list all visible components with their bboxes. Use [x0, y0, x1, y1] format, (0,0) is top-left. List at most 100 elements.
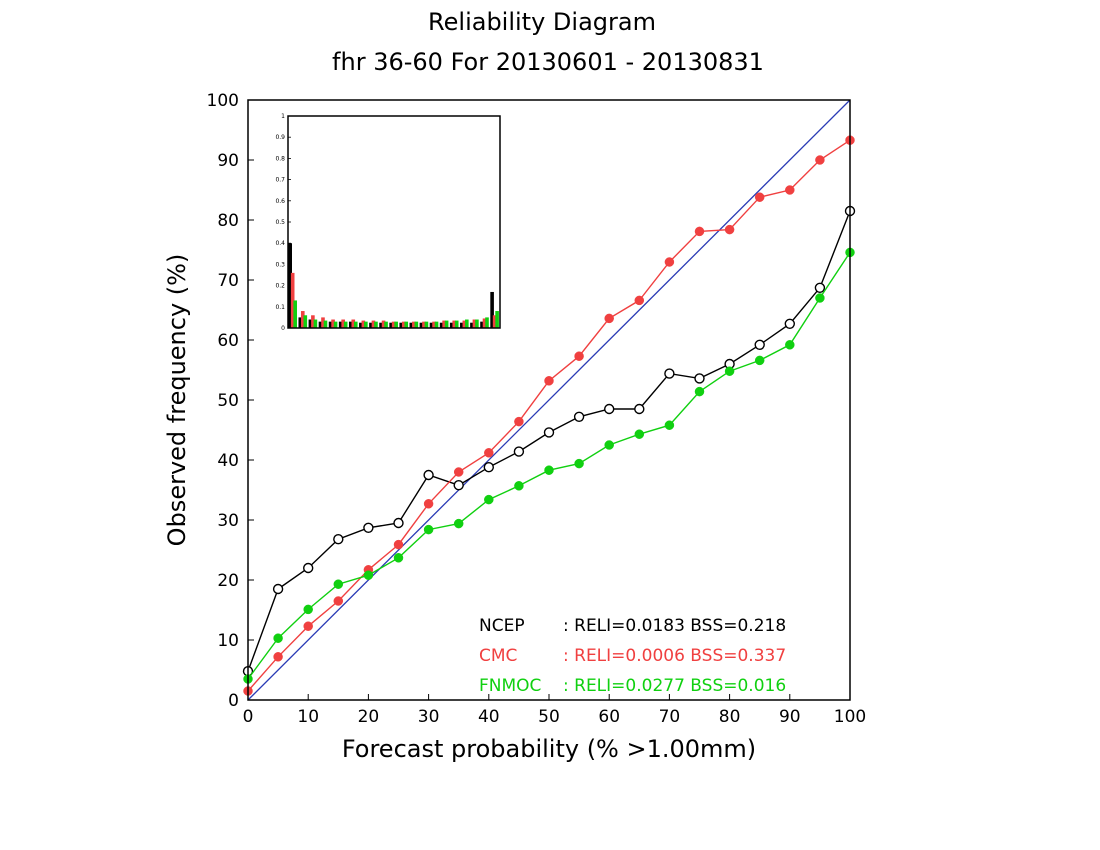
data-point-cmc	[634, 295, 645, 306]
y-axis-label: Observed frequency (%)	[163, 254, 191, 547]
inset-bar-cmc	[321, 317, 325, 328]
data-point-ncep	[453, 480, 464, 491]
inset-bar-ncep	[480, 321, 484, 328]
inset-y-tick-label: 0.1	[275, 304, 285, 311]
inset-bar-fnmoc	[323, 320, 328, 328]
inset-bar-ncep	[308, 319, 313, 328]
x-tick-label: 10	[297, 707, 319, 727]
data-point-fnmoc	[423, 524, 434, 535]
inset-bar-cmc	[300, 311, 305, 328]
inset-bar-ncep	[460, 322, 464, 328]
inset-y-tick-label: 0.6	[275, 198, 285, 205]
inset-bar-cmc	[432, 321, 436, 328]
series-ncep	[242, 205, 856, 677]
chart-subtitle: fhr 36-60 For 20130601 - 20130831	[332, 48, 764, 76]
data-point-ncep	[393, 517, 404, 529]
inset-bar-cmc	[371, 320, 376, 328]
inset-y-tick-label: 0.9	[275, 134, 285, 141]
x-tick-label: 0	[243, 707, 254, 727]
y-tick-label: 20	[217, 571, 239, 591]
data-point-cmc	[514, 416, 524, 427]
x-tick-label: 90	[779, 707, 801, 727]
data-point-ncep	[814, 282, 826, 293]
inset-bar-ncep	[328, 321, 333, 328]
inset-bar-cmc	[442, 320, 446, 328]
inset-bar-ncep	[389, 322, 393, 328]
inset-bar-ncep	[359, 322, 363, 328]
data-point-cmc	[724, 224, 735, 235]
y-tick-label: 10	[217, 631, 239, 651]
data-point-cmc	[273, 652, 283, 662]
inset-bar-fnmoc	[343, 321, 348, 328]
inset-bar-fnmoc	[485, 317, 489, 328]
inset-y-tick-label: 0	[281, 325, 285, 332]
data-point-cmc	[754, 192, 765, 202]
data-point-fnmoc	[724, 366, 735, 376]
inset-bar-ncep	[449, 322, 454, 328]
inset-bar-ncep	[419, 322, 424, 328]
inset-bar-fnmoc	[404, 321, 409, 328]
data-point-ncep	[694, 373, 705, 384]
y-tick-label: 40	[217, 451, 239, 471]
inset-bar-cmc	[452, 320, 457, 328]
data-point-fnmoc	[785, 340, 795, 350]
inset-bar-cmc	[401, 321, 406, 328]
data-point-cmc	[303, 621, 313, 631]
inset-bar-cmc	[351, 319, 356, 328]
stat-label-cmc: CMC	[479, 646, 517, 666]
inset-bar-cmc	[391, 321, 396, 328]
inset-bar-cmc	[311, 315, 315, 328]
inset-frame	[287, 115, 501, 329]
inset-y-tick-label: 0.3	[275, 261, 285, 268]
inset-bar-cmc	[331, 319, 335, 328]
inset-bar-fnmoc	[374, 321, 378, 328]
data-point-ncep	[573, 411, 585, 422]
x-tick-label: 70	[659, 707, 681, 727]
inset-bar-fnmoc	[434, 321, 439, 328]
data-point-cmc	[785, 185, 795, 195]
y-tick-label: 80	[217, 211, 239, 231]
data-point-cmc	[423, 499, 434, 509]
inset-bar-fnmoc	[313, 319, 318, 328]
data-point-fnmoc	[484, 494, 494, 505]
data-point-fnmoc	[754, 355, 765, 366]
inset-y-tick-label: 0.8	[275, 155, 285, 162]
inset-bar-ncep	[348, 321, 353, 328]
y-tick-label: 50	[217, 391, 239, 411]
inset-bar-cmc	[492, 315, 497, 328]
data-point-fnmoc	[514, 481, 524, 491]
data-point-cmc	[484, 448, 494, 458]
data-point-fnmoc	[333, 579, 344, 589]
inset-y-tick-label: 0.7	[275, 177, 285, 184]
data-point-fnmoc	[664, 420, 675, 430]
inset-y-tick-label: 0.2	[275, 283, 285, 290]
inset-bar-cmc	[472, 319, 477, 328]
x-tick-label: 60	[598, 707, 620, 727]
inset-bar-cmc	[341, 319, 345, 328]
data-point-ncep	[363, 522, 374, 533]
inset-bar-fnmoc	[495, 311, 499, 328]
inset-bar-cmc	[422, 321, 426, 328]
data-point-cmc	[544, 376, 554, 386]
data-point-ncep	[513, 446, 525, 457]
x-tick-label: 40	[478, 707, 500, 727]
inset-bar-fnmoc	[414, 321, 419, 328]
data-point-fnmoc	[393, 553, 404, 563]
inset-bar-ncep	[490, 291, 494, 328]
stat-values-cmc: : RELI=0.0006 BSS=0.337	[563, 646, 786, 666]
data-point-cmc	[694, 226, 705, 237]
inset-bar-ncep	[399, 322, 404, 328]
inset-bar-ncep	[439, 322, 444, 328]
x-tick-label: 50	[538, 707, 560, 727]
inset-bar-cmc	[381, 320, 386, 328]
data-point-cmc	[664, 257, 675, 267]
x-axis-label: Forecast probability (% >1.00mm)	[342, 735, 756, 763]
data-point-ncep	[483, 462, 494, 473]
inset-bar-ncep	[288, 243, 292, 328]
data-point-ncep	[303, 562, 314, 574]
inset-bar-fnmoc	[303, 315, 308, 328]
x-tick-label: 100	[834, 707, 866, 727]
series-cmc	[243, 135, 855, 696]
y-tick-label: 60	[217, 331, 239, 351]
